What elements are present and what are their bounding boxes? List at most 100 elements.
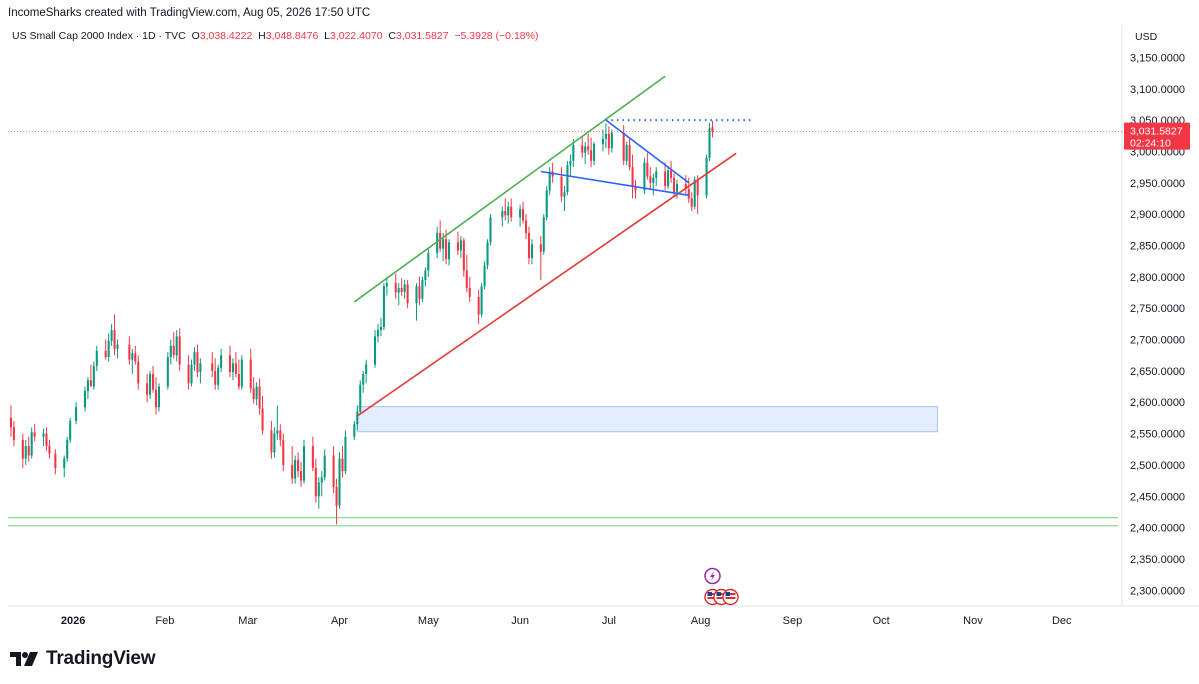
candle-body[interactable] xyxy=(92,365,95,387)
candle-body[interactable] xyxy=(708,128,711,158)
candle-body[interactable] xyxy=(374,336,377,365)
candle-body[interactable] xyxy=(483,265,486,287)
upper-channel-line[interactable] xyxy=(353,75,666,303)
candle-body[interactable] xyxy=(646,162,649,177)
candle-body[interactable] xyxy=(45,433,48,447)
candle-body[interactable] xyxy=(684,184,687,190)
candle-body[interactable] xyxy=(146,383,149,395)
tradingview-logo[interactable]: TradingView xyxy=(10,648,156,670)
candle-body[interactable] xyxy=(276,430,279,434)
candle-body[interactable] xyxy=(190,364,193,384)
candle-body[interactable] xyxy=(459,240,462,251)
candle-body[interactable] xyxy=(421,279,424,299)
candle-body[interactable] xyxy=(335,486,338,506)
candle-body[interactable] xyxy=(300,471,303,481)
candle-body[interactable] xyxy=(628,145,631,168)
candle-body[interactable] xyxy=(359,384,362,412)
candle-body[interactable] xyxy=(131,353,134,360)
candle-body[interactable] xyxy=(211,363,214,371)
candle-body[interactable] xyxy=(480,286,483,315)
candle-body[interactable] xyxy=(302,446,306,481)
candle-body[interactable] xyxy=(27,446,30,456)
candle-body[interactable] xyxy=(548,171,551,191)
candle-body[interactable] xyxy=(356,411,359,425)
candle-body[interactable] xyxy=(33,432,36,437)
candle-body[interactable] xyxy=(314,468,317,497)
candle-body[interactable] xyxy=(365,364,368,375)
candle-body[interactable] xyxy=(291,464,294,479)
candle-body[interactable] xyxy=(456,242,459,251)
candle-body[interactable] xyxy=(501,211,504,218)
candle-body[interactable] xyxy=(524,220,528,233)
candle-body[interactable] xyxy=(178,336,181,365)
candle-body[interactable] xyxy=(154,389,158,408)
candle-body[interactable] xyxy=(670,170,673,178)
candle-body[interactable] xyxy=(394,283,397,293)
candle-body[interactable] xyxy=(486,242,489,266)
candle-body[interactable] xyxy=(379,327,382,331)
candle-body[interactable] xyxy=(507,206,510,216)
candle-body[interactable] xyxy=(362,374,365,385)
candle-body[interactable] xyxy=(261,408,264,431)
candle-body[interactable] xyxy=(664,171,667,186)
candle-body[interactable] xyxy=(255,386,258,400)
candle-body[interactable] xyxy=(214,370,217,385)
candle-body[interactable] xyxy=(590,150,593,161)
candle-body[interactable] xyxy=(530,244,533,259)
candle-body[interactable] xyxy=(593,143,596,161)
candle-body[interactable] xyxy=(424,270,427,280)
candle-body[interactable] xyxy=(113,330,116,349)
candle-body[interactable] xyxy=(601,138,604,144)
currency-label[interactable]: USD xyxy=(1135,31,1158,43)
candle-body[interactable] xyxy=(279,430,282,440)
candle-body[interactable] xyxy=(400,288,403,292)
candle-body[interactable] xyxy=(406,284,409,304)
candle-body[interactable] xyxy=(418,286,421,299)
candle-body[interactable] xyxy=(237,374,240,387)
candle-body[interactable] xyxy=(376,330,380,337)
candle-body[interactable] xyxy=(63,458,66,469)
candle-body[interactable] xyxy=(9,417,12,428)
candle-body[interactable] xyxy=(42,433,45,437)
candle-body[interactable] xyxy=(569,160,572,166)
candle-body[interactable] xyxy=(687,189,690,199)
candle-body[interactable] xyxy=(631,167,634,186)
candle-body[interactable] xyxy=(696,179,699,196)
candle-body[interactable] xyxy=(193,352,196,365)
candle-body[interactable] xyxy=(690,198,693,207)
candle-body[interactable] xyxy=(320,477,323,483)
candle-body[interactable] xyxy=(86,380,89,391)
candle-body[interactable] xyxy=(436,232,439,254)
candle-body[interactable] xyxy=(95,350,98,366)
candle-body[interactable] xyxy=(66,439,69,459)
candle-body[interactable] xyxy=(610,132,613,149)
candle-body[interactable] xyxy=(137,361,140,384)
candle-body[interactable] xyxy=(649,176,652,183)
candle-body[interactable] xyxy=(24,446,27,459)
candle-body[interactable] xyxy=(294,459,297,479)
candle-body[interactable] xyxy=(465,270,468,289)
candle-body[interactable] xyxy=(563,192,566,197)
candle-body[interactable] xyxy=(30,432,33,456)
candle-body[interactable] xyxy=(672,177,676,193)
candle-body[interactable] xyxy=(297,459,300,472)
candle-body[interactable] xyxy=(220,355,223,368)
candle-body[interactable] xyxy=(385,283,388,287)
candle-body[interactable] xyxy=(69,421,72,440)
candle-body[interactable] xyxy=(249,359,252,389)
candle-body[interactable] xyxy=(448,242,451,260)
candle-body[interactable] xyxy=(231,363,234,373)
candle-body[interactable] xyxy=(489,217,492,243)
candle-body[interactable] xyxy=(341,458,344,472)
candle-body[interactable] xyxy=(545,190,548,218)
candle-body[interactable] xyxy=(323,455,326,478)
candle-body[interactable] xyxy=(240,359,243,387)
candle-body[interactable] xyxy=(134,353,137,362)
candle-body[interactable] xyxy=(169,345,172,358)
candle-body[interactable] xyxy=(199,363,202,373)
candle-body[interactable] xyxy=(116,344,119,349)
symbol-title[interactable]: US Small Cap 2000 Index · 1D · TVC xyxy=(12,30,186,42)
candle-body[interactable] xyxy=(462,240,465,271)
candle-body[interactable] xyxy=(522,209,525,221)
candle-body[interactable] xyxy=(12,427,15,440)
